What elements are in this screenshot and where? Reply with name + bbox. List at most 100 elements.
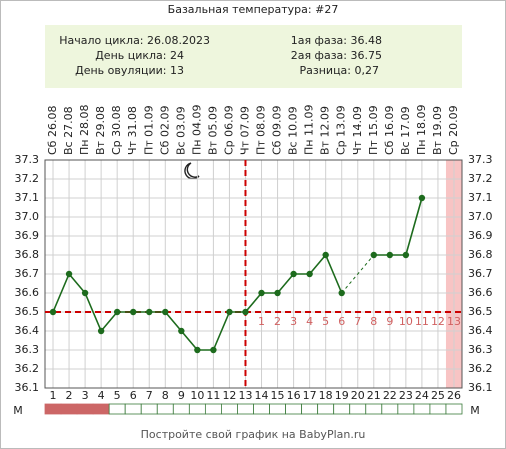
date-label: Вс 03.09	[174, 106, 187, 155]
date-label: Пн 28.08	[78, 105, 91, 155]
menstruation-box	[349, 403, 367, 415]
menstruation-box	[204, 403, 222, 415]
temperature-point	[210, 346, 217, 354]
plot-border	[44, 159, 463, 389]
x-tick-label: 2	[66, 389, 73, 402]
menstruation-label: M	[470, 404, 480, 417]
menstruation-box	[333, 403, 351, 415]
menstruation-box	[413, 403, 431, 415]
post-ovulation-day: 13	[447, 315, 461, 328]
temperature-point	[258, 289, 265, 297]
chart-title: Базальная температура: #27	[168, 3, 339, 16]
y-tick-label: 36.2	[468, 362, 493, 375]
date-label: Пт 08.09	[255, 105, 268, 155]
post-ovulation-day: 2	[274, 315, 281, 328]
temperature-point	[65, 270, 73, 278]
x-tick-label: 3	[82, 389, 89, 402]
y-tick-label: 37.3	[15, 153, 40, 166]
temperature-point	[97, 327, 105, 335]
y-tick-label: 37.1	[468, 191, 493, 204]
x-tick-label: 10	[190, 389, 204, 402]
temperature-point	[402, 251, 410, 259]
date-label: Вт 19.09	[431, 106, 444, 155]
post-ovulation-day: 11	[415, 315, 429, 328]
menstruation-box	[140, 403, 158, 415]
y-tick-label: 36.6	[15, 286, 40, 299]
date-label: Пт 01.09	[142, 105, 155, 155]
date-label: Вт 29.08	[94, 106, 107, 155]
info: Начало цикла: 26.08.2023	[59, 34, 210, 47]
info: 1ая фаза: 36.48	[291, 34, 382, 47]
menstruation-box	[397, 403, 415, 415]
date-label: Пн 04.09	[190, 105, 203, 155]
y-tick-label: 36.8	[15, 248, 40, 261]
x-tick-label: 8	[162, 389, 169, 402]
menstruation-box	[269, 403, 286, 415]
info: День овуляции: 13	[75, 64, 184, 77]
x-tick-label: 20	[351, 389, 365, 402]
y-tick-label: 36.9	[468, 229, 493, 242]
x-tick-label: 25	[431, 389, 445, 402]
y-tick-label: 36.3	[468, 343, 493, 356]
x-tick-label: 26	[447, 389, 461, 402]
menstruation-box	[285, 403, 303, 415]
x-tick-label: 13	[238, 389, 252, 402]
date-label: Пт 15.09	[367, 105, 380, 155]
date-label: Сб 09.09	[271, 106, 284, 155]
temperature-point	[226, 308, 233, 316]
moon-icon	[184, 162, 200, 180]
y-tick-label: 36.5	[15, 305, 40, 318]
menstruation-box	[381, 403, 399, 415]
date-label: Ср 13.09	[335, 105, 348, 155]
date-label: Ср 30.08	[110, 105, 123, 155]
y-tick-label: 36.7	[15, 267, 40, 280]
menstruation-box	[60, 403, 78, 415]
y-tick-label: 37.2	[468, 172, 493, 185]
date-label: Сб 02.09	[158, 106, 171, 155]
x-tick-label: 6	[130, 389, 137, 402]
x-tick-label: 16	[287, 389, 301, 402]
info: День цикла: 24	[95, 49, 184, 62]
x-tick-label: 14	[255, 389, 269, 402]
menstruation-box	[76, 403, 94, 415]
x-tick-label: 9	[178, 389, 185, 402]
x-tick-label: 24	[415, 389, 429, 402]
date-label: Вс 27.08	[62, 106, 75, 155]
post-ovulation-day: 8	[370, 315, 377, 328]
menstruation-box	[445, 403, 463, 415]
x-tick-label: 22	[383, 389, 397, 402]
y-tick-label: 37.0	[15, 210, 40, 223]
post-ovulation-day: 3	[290, 315, 297, 328]
menstruation-box	[253, 403, 270, 415]
date-label: Пн 18.09	[415, 105, 428, 155]
y-tick-label: 36.2	[15, 362, 40, 375]
menstruation-box	[188, 403, 206, 415]
post-ovulation-day: 6	[338, 315, 345, 328]
y-tick-label: 36.8	[468, 248, 493, 261]
temperature-point	[338, 289, 345, 297]
gap-connector	[341, 254, 375, 294]
temperature-point	[290, 270, 297, 278]
temperature-point	[322, 251, 329, 259]
y-tick-label: 36.6	[468, 286, 493, 299]
temperature-point	[162, 308, 169, 316]
post-ovulation-day: 9	[386, 315, 393, 328]
temperature-point	[130, 308, 137, 316]
date-label: Чт 14.09	[351, 106, 364, 155]
menstruation-box	[92, 403, 110, 415]
y-tick-label: 36.9	[15, 229, 40, 242]
temperature-line	[373, 197, 423, 256]
post-ovulation-day: 5	[322, 315, 329, 328]
menstruation-box	[124, 403, 142, 415]
temperature-point	[194, 346, 201, 354]
x-tick-label: 23	[399, 389, 413, 402]
x-tick-label: 4	[98, 389, 105, 402]
x-tick-label: 15	[271, 389, 285, 402]
x-tick-label: 12	[222, 389, 236, 402]
temperature-point	[370, 251, 377, 259]
date-label: Вт 05.09	[206, 106, 219, 155]
y-tick-label: 36.4	[468, 324, 493, 337]
date-label: Вт 12.09	[319, 106, 332, 155]
x-tick-label: 5	[114, 389, 121, 402]
temperature-point	[49, 308, 57, 316]
